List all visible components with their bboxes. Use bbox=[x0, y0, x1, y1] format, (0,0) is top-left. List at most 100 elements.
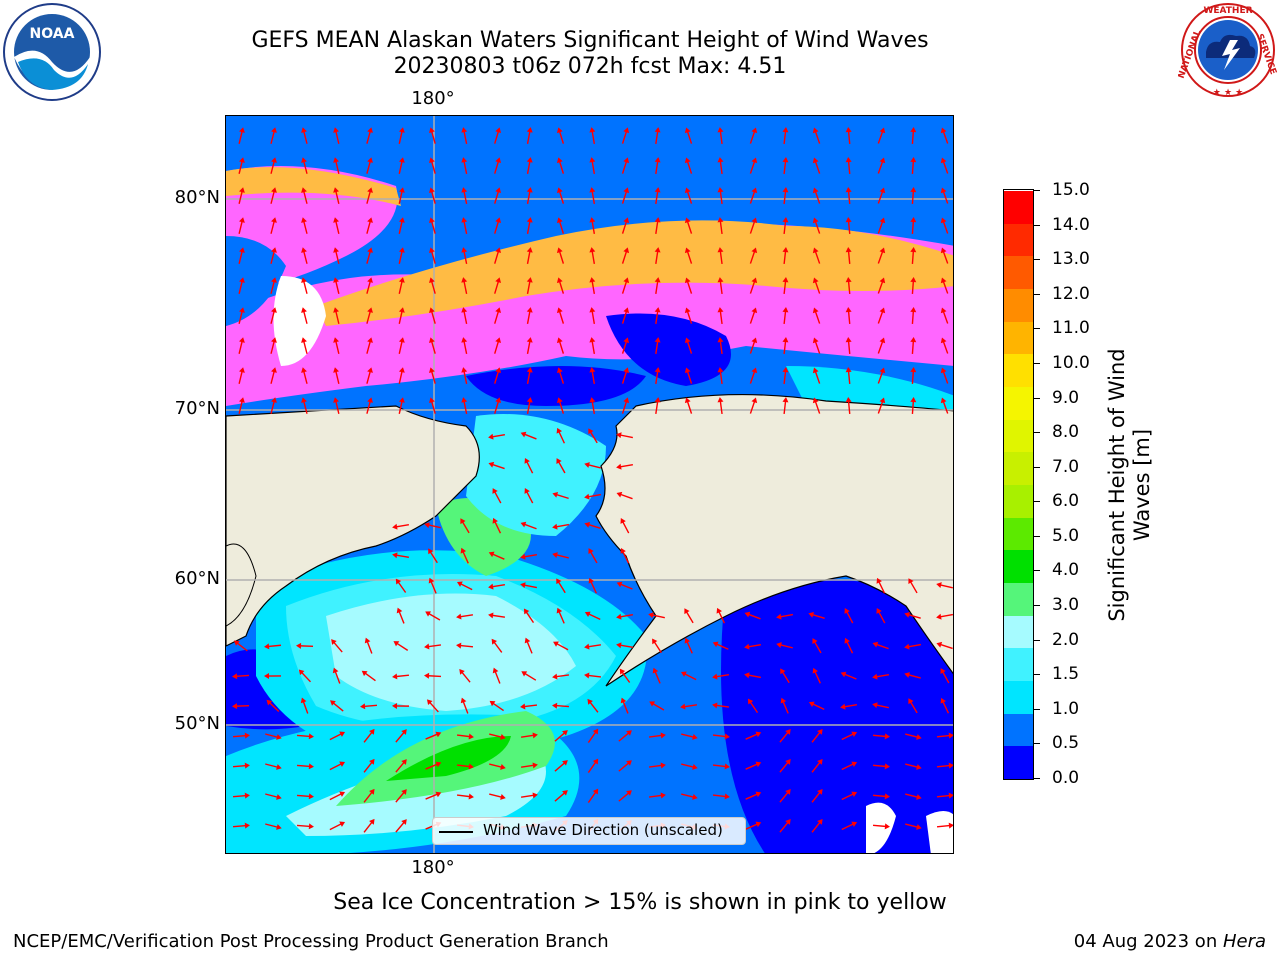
wave-direction-arrow bbox=[265, 763, 282, 770]
wave-direction-arrow bbox=[749, 367, 758, 384]
wave-direction-arrow bbox=[554, 790, 568, 802]
wave-direction-arrow bbox=[712, 641, 729, 650]
wave-direction-arrow bbox=[494, 307, 502, 324]
colorbar-tick bbox=[1034, 362, 1040, 364]
nws-logo: WEATHER SERVICE NATIONAL ★ ★ ★ bbox=[1177, 0, 1278, 100]
wave-direction-arrow bbox=[684, 608, 694, 624]
colorbar-tick bbox=[1034, 224, 1040, 226]
wave-direction-arrow bbox=[366, 307, 373, 324]
wave-direction-arrow bbox=[429, 157, 436, 174]
svg-text:★ ★ ★: ★ ★ ★ bbox=[1213, 88, 1243, 98]
wave-direction-arrow bbox=[621, 157, 630, 174]
wave-direction-arrow bbox=[364, 637, 373, 654]
wave-direction-arrow bbox=[494, 157, 502, 174]
wave-direction-arrow bbox=[680, 671, 697, 681]
wave-direction-arrow bbox=[589, 367, 596, 385]
wave-direction-arrow bbox=[845, 277, 852, 295]
colorbar-segment bbox=[1004, 680, 1033, 714]
wave-direction-arrow bbox=[461, 337, 468, 354]
wave-direction-arrow bbox=[492, 667, 501, 684]
wave-direction-arrow bbox=[680, 703, 698, 710]
wave-direction-arrow bbox=[333, 127, 340, 144]
wave-direction-arrow bbox=[429, 367, 436, 384]
wave-direction-arrow bbox=[811, 818, 823, 833]
wave-direction-arrow bbox=[936, 582, 953, 589]
colorbar bbox=[1003, 189, 1034, 780]
wave-direction-arrow bbox=[584, 643, 602, 650]
colorbar-tick bbox=[1034, 535, 1040, 537]
wave-direction-arrow bbox=[812, 667, 821, 684]
colorbar-tick bbox=[1034, 293, 1040, 295]
colorbar-segment bbox=[1004, 745, 1033, 779]
wave-direction-arrow bbox=[845, 337, 852, 355]
wave-direction-arrow bbox=[684, 247, 693, 264]
wave-direction-arrow bbox=[877, 187, 886, 204]
colorbar-tick bbox=[1034, 432, 1040, 434]
wave-direction-arrow bbox=[872, 793, 890, 800]
wave-direction-arrow bbox=[489, 733, 506, 740]
wave-direction-arrow bbox=[521, 671, 537, 681]
wave-direction-arrow bbox=[840, 703, 858, 710]
wave-direction-arrow bbox=[749, 247, 758, 264]
wave-direction-arrow bbox=[398, 277, 405, 294]
wave-direction-arrow bbox=[782, 157, 789, 175]
wind-wave-arrows bbox=[232, 127, 953, 833]
wave-direction-arrow bbox=[940, 397, 949, 414]
wave-direction-arrow bbox=[264, 643, 282, 650]
wave-direction-arrow bbox=[621, 397, 630, 414]
wave-direction-arrow bbox=[749, 187, 758, 204]
wave-direction-arrow bbox=[556, 247, 565, 264]
wave-direction-arrow bbox=[712, 673, 730, 680]
wave-direction-arrow bbox=[395, 819, 407, 833]
wave-direction-arrow bbox=[524, 457, 534, 474]
wave-direction-arrow bbox=[840, 671, 857, 680]
wave-direction-arrow bbox=[717, 187, 724, 205]
wave-direction-arrow bbox=[872, 733, 890, 740]
wave-direction-arrow bbox=[589, 247, 596, 265]
colorbar-segment bbox=[1004, 190, 1033, 224]
wave-direction-arrow bbox=[584, 611, 601, 621]
wave-direction-arrow bbox=[654, 277, 661, 295]
wave-direction-arrow bbox=[872, 823, 890, 830]
wave-direction-arrow bbox=[684, 397, 693, 414]
colorbar-tick-label: 3.0 bbox=[1052, 595, 1080, 616]
colorbar-tick bbox=[1034, 570, 1040, 572]
wave-direction-arrow bbox=[744, 611, 761, 620]
wave-direction-arrow bbox=[779, 759, 791, 773]
wave-direction-arrow bbox=[398, 337, 405, 354]
wave-direction-arrow bbox=[782, 127, 789, 145]
wave-direction-arrow bbox=[905, 823, 922, 830]
wave-direction-arrow bbox=[392, 523, 410, 530]
wave-direction-arrow bbox=[841, 821, 858, 831]
wave-direction-arrow bbox=[618, 760, 632, 772]
wave-direction-arrow bbox=[812, 307, 821, 324]
wave-direction-arrow bbox=[808, 611, 825, 619]
wave-direction-arrow bbox=[616, 432, 633, 439]
wave-direction-arrow bbox=[745, 761, 762, 770]
colorbar-tick-label: 7.0 bbox=[1052, 456, 1080, 477]
wave-direction-arrow bbox=[363, 758, 375, 773]
wave-direction-arrow bbox=[301, 157, 308, 174]
wave-direction-arrow bbox=[398, 187, 405, 204]
footer-host: Hera bbox=[1222, 931, 1266, 952]
wave-direction-arrow bbox=[940, 697, 950, 714]
wave-direction-arrow bbox=[266, 699, 280, 713]
colorbar-tick-label: 15.0 bbox=[1052, 180, 1090, 200]
wave-direction-arrow bbox=[366, 157, 373, 174]
wave-direction-arrow bbox=[296, 642, 314, 649]
wave-direction-arrow bbox=[717, 277, 724, 295]
wave-direction-arrow bbox=[782, 337, 789, 355]
wave-direction-arrow bbox=[872, 641, 889, 650]
wave-direction-arrow bbox=[333, 367, 340, 384]
wave-direction-arrow bbox=[556, 458, 566, 474]
lon-label-top: 180° bbox=[411, 88, 455, 109]
wave-direction-arrow bbox=[296, 763, 314, 770]
wave-direction-arrow bbox=[589, 277, 596, 295]
colorbar-tick-label: 4.0 bbox=[1052, 560, 1080, 581]
wave-direction-arrow bbox=[366, 217, 373, 234]
wave-direction-arrow bbox=[556, 397, 565, 414]
wave-direction-arrow bbox=[812, 217, 821, 234]
wave-direction-arrow bbox=[621, 187, 630, 204]
wave-direction-arrow bbox=[392, 673, 410, 680]
wave-direction-arrow bbox=[621, 337, 630, 354]
